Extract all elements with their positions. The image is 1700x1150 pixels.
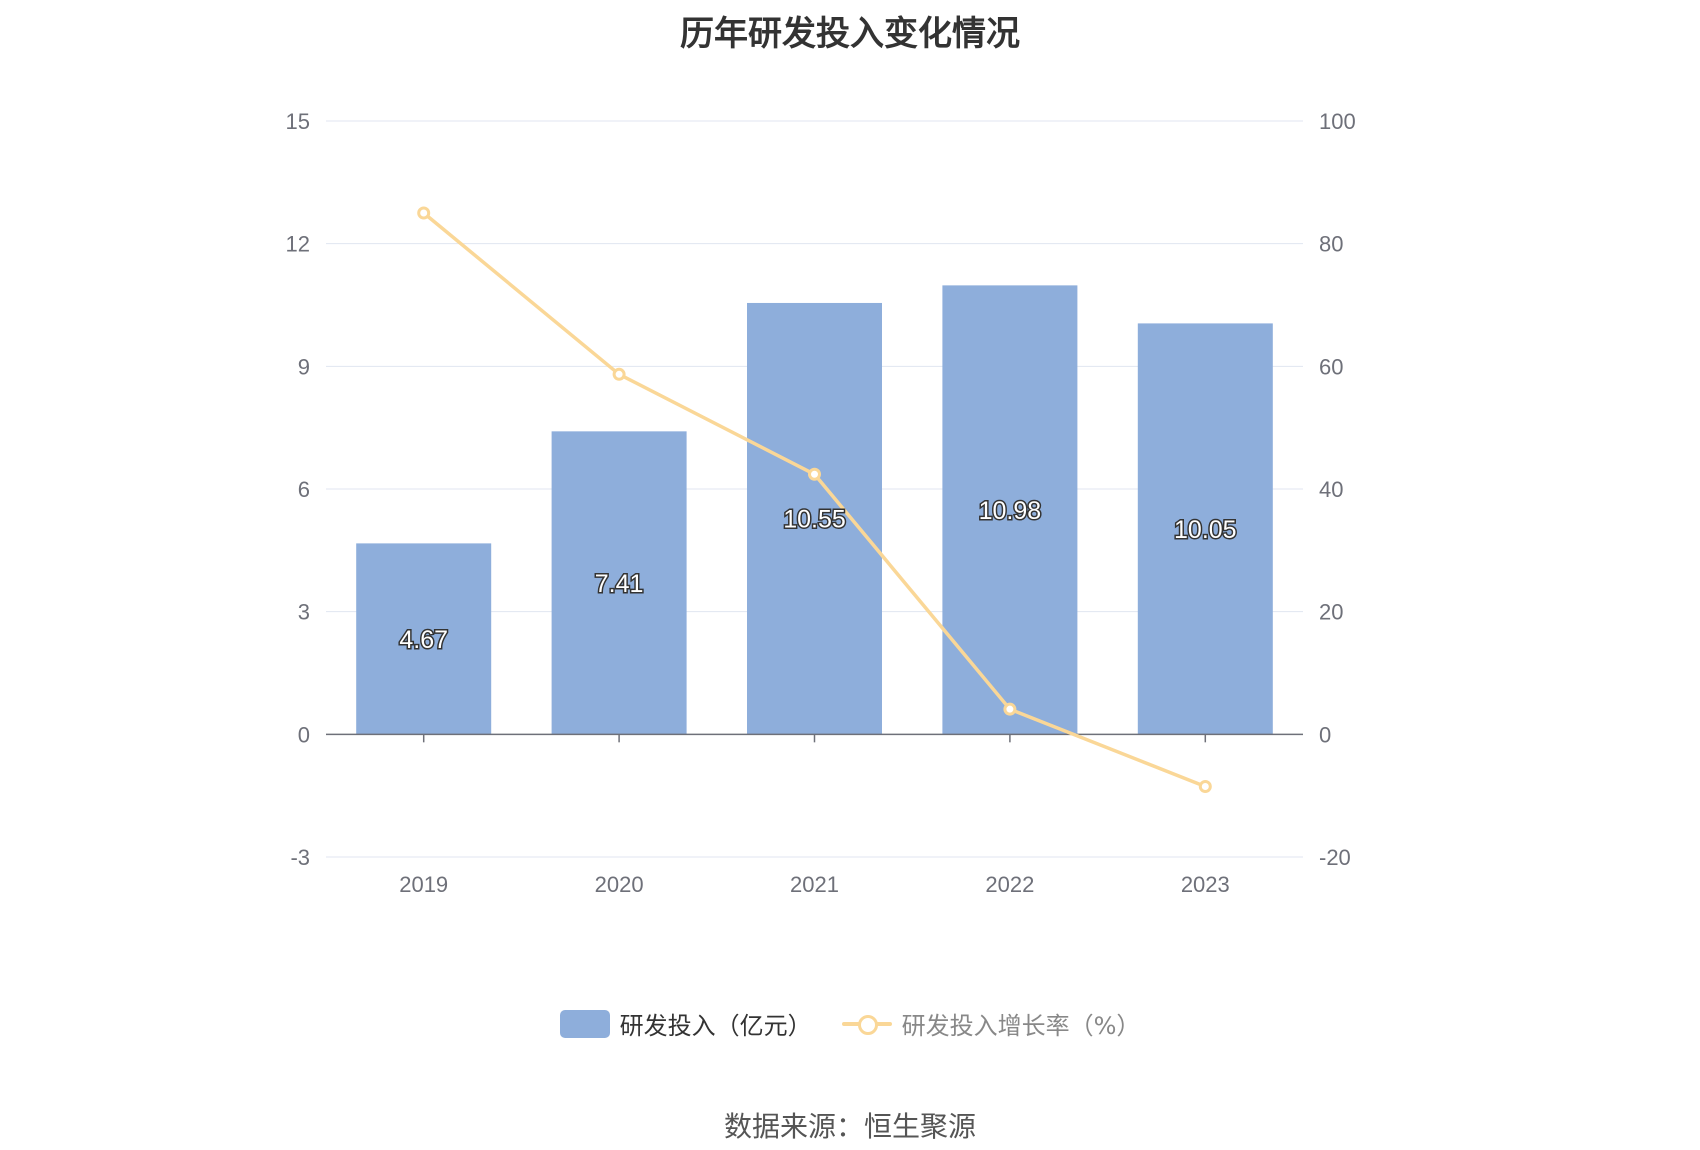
x-tick-label: 2021 <box>790 872 839 897</box>
legend-item-growth-rate[interactable]: 研发投入增长率（%） <box>841 1006 1141 1041</box>
x-tick-label: 2019 <box>399 872 448 897</box>
bar-value-labels: 4.67 7.41 10.55 10.98 10.05 <box>398 495 1238 655</box>
y-left-tick-label: 6 <box>298 477 310 502</box>
legend-line-swatch <box>841 1010 892 1038</box>
bar-value-label: 10.98 <box>979 497 1042 525</box>
y-left-tick-label: 12 <box>286 232 310 257</box>
x-tick-label: 2022 <box>985 872 1034 897</box>
y-left-tick-label: 15 <box>286 109 310 134</box>
bar-value-label: 7.41 <box>595 570 644 598</box>
x-tick-label: 2023 <box>1181 872 1230 897</box>
chart-title: 历年研发投入变化情况 <box>680 14 1020 54</box>
y-right-tick-label: 100 <box>1319 109 1356 134</box>
y-right-tick-label: 0 <box>1319 722 1331 747</box>
y-left-tick-label: -3 <box>290 845 310 870</box>
y-right-tick-label: 40 <box>1319 477 1343 502</box>
growth-rate-point <box>612 367 626 381</box>
bar-value-label: 10.05 <box>1174 516 1237 544</box>
y-left-tick-label: 9 <box>298 354 310 379</box>
bar <box>942 285 1078 735</box>
x-tick-label: 2020 <box>595 872 644 897</box>
growth-rate-point <box>1003 702 1017 716</box>
legend-bar-swatch <box>559 1009 610 1038</box>
data-source-note: 数据来源：恒生聚源 <box>723 1110 976 1143</box>
legend-item-rd-investment[interactable]: 研发投入（亿元） <box>559 1006 812 1041</box>
y-right-tick-label: 80 <box>1319 232 1343 257</box>
y-right-tick-label: 60 <box>1319 354 1343 379</box>
line-series <box>417 206 1212 793</box>
y-left-tick-label: 3 <box>298 600 310 625</box>
legend: 研发投入（亿元） 研发投入增长率（%） <box>0 1006 1700 1041</box>
bar-series <box>356 285 1273 735</box>
bar <box>356 543 492 735</box>
growth-rate-point <box>808 467 821 481</box>
y-right-tick-label: -20 <box>1319 845 1351 870</box>
legend-line-label: 研发投入增长率（%） <box>901 1012 1141 1040</box>
y-right-tick-label: 20 <box>1319 600 1343 625</box>
bar-value-label: 10.55 <box>783 506 846 534</box>
axes: 15 12 9 6 3 0 -3 100 80 60 40 20 0 -20 2019 2020 2021 202… <box>286 109 1356 897</box>
bar-value-label: 4.67 <box>399 626 448 654</box>
growth-rate-point <box>1198 779 1212 793</box>
y-left-tick-label: 0 <box>298 722 310 747</box>
bar <box>1137 323 1273 735</box>
chart-canvas: 15 12 9 6 3 0 -3 100 80 60 40 20 0 -20 2019 2020 2021 202… <box>286 109 1356 897</box>
bar <box>747 302 882 735</box>
bar <box>551 431 687 735</box>
legend-bar-label: 研发投入（亿元） <box>619 1012 812 1040</box>
growth-rate-point <box>417 206 431 220</box>
